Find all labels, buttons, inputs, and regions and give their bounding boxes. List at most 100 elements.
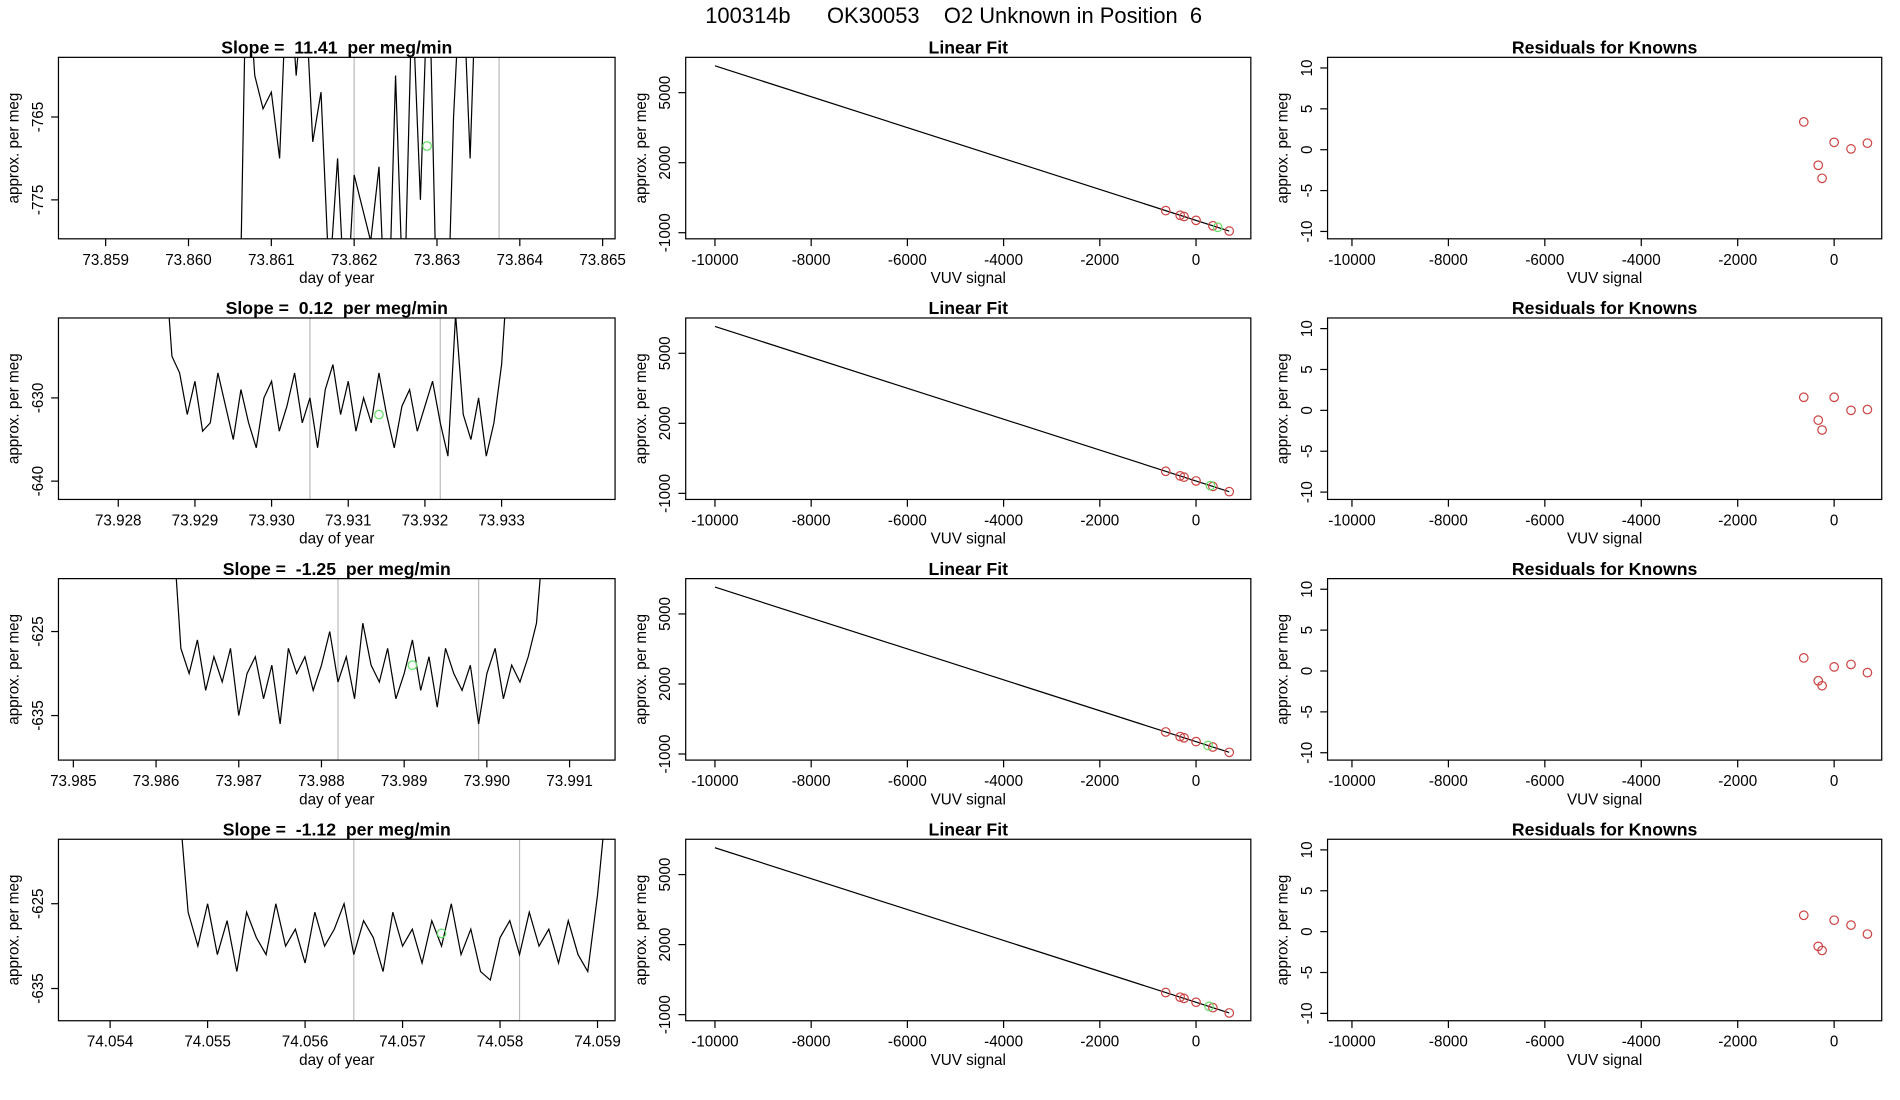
panel: Slope = -1.25 per meg/min 73.985 73.986 73.… <box>6 559 616 808</box>
data-point <box>1179 993 1189 1004</box>
y-tick-label: -635 <box>30 700 47 730</box>
data-point <box>1813 415 1824 426</box>
plot-frame <box>685 56 1252 240</box>
y-axis-label: approx. per meg <box>1275 614 1292 725</box>
y-tick-label: 0 <box>1299 406 1316 414</box>
panel: Residuals for Knowns -10000 -8000 -6000 -400… <box>1275 819 1883 1069</box>
y-tick-label: -1000 <box>657 995 674 1034</box>
y-tick-label: -635 <box>30 973 47 1003</box>
x-tick-label: -10000 <box>691 252 738 269</box>
data-point <box>1160 727 1171 737</box>
x-tick-label: 73.988 <box>298 773 345 790</box>
x-axis-label: day of year <box>299 791 374 808</box>
y-axis-label: approx. per meg <box>633 93 650 204</box>
x-tick-label: -8000 <box>792 252 831 269</box>
y-tick-label: 0 <box>1299 145 1316 153</box>
y-tick-label: 0 <box>1299 927 1316 935</box>
x-tick-label: 73.986 <box>133 773 180 790</box>
x-tick-label: 73.861 <box>248 252 295 269</box>
y-tick-label: -1000 <box>657 474 674 513</box>
x-tick-label: -10000 <box>1328 773 1375 790</box>
data-point <box>1191 476 1201 486</box>
data-point <box>1175 210 1186 221</box>
panel: Residuals for Knowns -10000 -8000 -6000 -400… <box>1275 37 1883 287</box>
fit-line <box>714 847 1230 1014</box>
data-point <box>1829 662 1840 672</box>
x-tick-label: 73.928 <box>95 512 142 529</box>
plot-frame <box>685 578 1252 761</box>
x-tick-label: 73.864 <box>497 252 544 269</box>
fit-line <box>714 325 1230 493</box>
x-tick-label: 73.933 <box>478 512 525 529</box>
panel-title: Residuals for Knowns <box>1512 298 1698 318</box>
x-tick-label: -4000 <box>984 1034 1023 1051</box>
data-point <box>1862 667 1873 678</box>
x-tick-label: -2000 <box>1718 773 1757 790</box>
y-tick-label: -10 <box>1299 742 1316 764</box>
x-tick-label: -6000 <box>1525 252 1564 269</box>
x-tick-label: 0 <box>1830 512 1838 529</box>
plot-frame <box>685 317 1252 501</box>
plot-area <box>714 325 1235 497</box>
x-tick-label: -4000 <box>1622 512 1661 529</box>
data-point <box>1224 486 1235 497</box>
x-tick-label: -6000 <box>1525 1034 1564 1051</box>
data-point <box>1191 215 1201 226</box>
x-tick-label: -10000 <box>691 1034 738 1051</box>
y-axis-label: approx. per meg <box>6 93 23 204</box>
data-point <box>1208 742 1218 752</box>
x-tick-label: 0 <box>1192 252 1200 269</box>
y-tick-label: 2000 <box>657 928 674 962</box>
y-axis-label: approx. per meg <box>6 353 23 464</box>
y-tick-label: -775 <box>30 185 47 215</box>
panel: Linear Fit -10000 -8000 -6000 -4000 -2000 0 -10… <box>633 37 1252 287</box>
panel-title: Slope = 0.12 per meg/min <box>226 298 448 318</box>
x-tick-label: 74.059 <box>574 1034 621 1051</box>
x-tick-label: 73.987 <box>215 773 262 790</box>
x-tick-label: 74.056 <box>282 1034 329 1051</box>
panel-title: Linear Fit <box>929 298 1009 318</box>
y-tick-label: -765 <box>30 102 47 132</box>
data-point <box>1224 1008 1235 1018</box>
panel-title: Linear Fit <box>929 819 1009 839</box>
x-tick-label: 73.929 <box>172 512 219 529</box>
plot-area <box>714 847 1235 1018</box>
data-point <box>1179 472 1189 483</box>
y-tick-label: 5 <box>1299 105 1316 113</box>
data-point <box>1817 680 1827 691</box>
x-axis-label: VUV signal <box>1567 531 1642 548</box>
x-tick-label: -2000 <box>1718 252 1757 269</box>
data-point <box>1817 425 1827 435</box>
panel-title: Slope = -1.25 per meg/min <box>223 559 451 579</box>
data-point <box>1846 144 1856 154</box>
y-tick-label: -5 <box>1299 705 1316 719</box>
page-title: 100314b OK30053 O2 Unknown in Position 6 <box>705 3 1202 28</box>
trace-line <box>175 578 541 725</box>
x-axis-label: VUV signal <box>1567 791 1642 808</box>
x-tick-label: -8000 <box>792 1034 831 1051</box>
y-tick-label: -10 <box>1299 481 1316 503</box>
y-tick-label: 5000 <box>657 336 674 370</box>
x-tick-label: 0 <box>1830 773 1838 790</box>
x-tick-label: -4000 <box>984 252 1023 269</box>
data-point <box>1798 117 1809 127</box>
x-tick-label: -8000 <box>792 773 831 790</box>
x-tick-label: -10000 <box>1328 252 1375 269</box>
panel-title: Linear Fit <box>929 37 1009 57</box>
x-tick-label: 0 <box>1192 1034 1200 1051</box>
plot-frame <box>57 578 616 761</box>
trace-line <box>168 317 506 457</box>
y-tick-label: -5 <box>1299 444 1316 458</box>
x-tick-label: 73.991 <box>546 773 593 790</box>
x-tick-label: 0 <box>1830 252 1838 269</box>
data-point <box>1846 659 1856 670</box>
x-tick-label: -6000 <box>888 252 927 269</box>
panel-title: Residuals for Knowns <box>1512 559 1698 579</box>
panel: Residuals for Knowns -10000 -8000 -6000 -400… <box>1275 298 1883 548</box>
y-tick-label: 5 <box>1299 887 1316 895</box>
data-point <box>1191 997 1201 1008</box>
data-point <box>1862 138 1873 149</box>
x-tick-label: -4000 <box>984 773 1023 790</box>
